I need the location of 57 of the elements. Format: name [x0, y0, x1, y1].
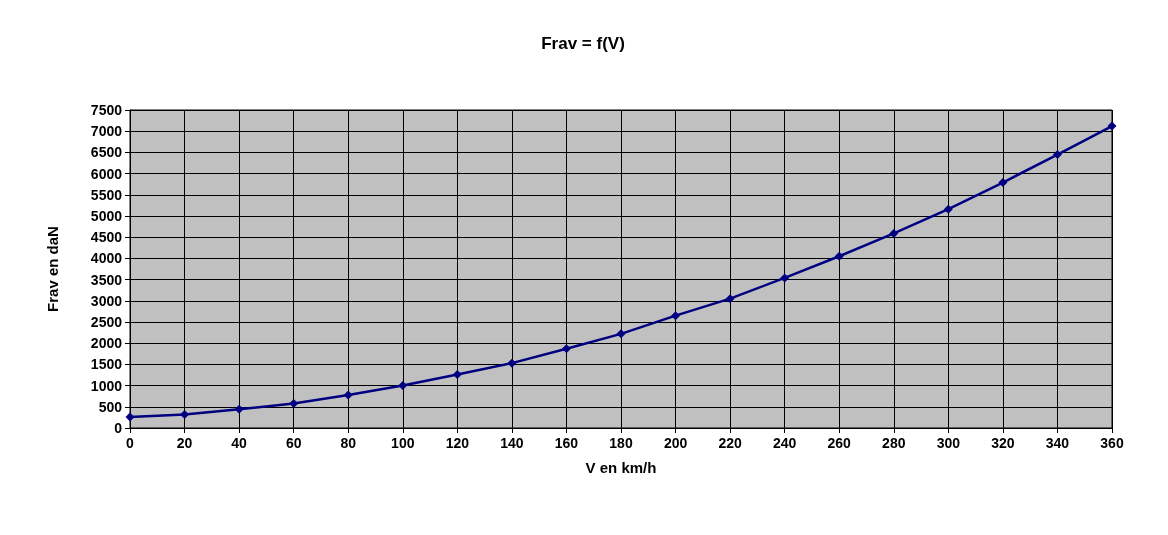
y-tick-label: 1000	[90, 377, 123, 394]
x-tick-label: 280	[882, 435, 906, 451]
x-tick-label: 60	[285, 435, 302, 451]
y-tick-label: 1500	[90, 356, 123, 373]
chart-title: Frav = f(V)	[541, 34, 625, 53]
x-tick-label: 300	[936, 435, 961, 451]
y-tick-label: 2500	[90, 314, 123, 330]
point	[616, 329, 626, 339]
y-tick-label: 4000	[90, 250, 123, 267]
x-tick-label: 140	[500, 435, 524, 451]
x-tick-label: 80	[340, 435, 357, 451]
point	[1107, 121, 1117, 131]
point	[671, 311, 681, 321]
x-tick-label: 0	[126, 435, 135, 451]
y-tick-label: 3500	[90, 271, 123, 288]
point	[998, 178, 1008, 187]
point	[889, 228, 899, 238]
x-tick-label: 40	[231, 435, 248, 451]
x-tick-label: 120	[445, 435, 470, 451]
point	[561, 344, 571, 354]
point	[343, 390, 353, 400]
point	[780, 273, 790, 283]
y-tick-label: 5500	[90, 186, 123, 203]
point	[452, 370, 462, 380]
y-tick-label: 7500	[90, 102, 123, 118]
y-axis-title: Frav en daN	[44, 226, 61, 312]
y-tick-label: 3000	[90, 292, 123, 309]
y-tick-label: 6500	[90, 144, 123, 161]
y-tick-label: 0	[114, 420, 123, 436]
x-tick-label: 260	[827, 435, 852, 451]
x-tick-label: 160	[554, 435, 579, 451]
x-tick-label: 180	[609, 435, 633, 451]
x-tick-label: 220	[718, 435, 742, 451]
x-tick-label: 200	[663, 435, 688, 451]
point	[507, 358, 517, 368]
point	[180, 409, 190, 419]
x-tick-label: 320	[991, 435, 1015, 451]
x-tick-label: 20	[176, 435, 193, 451]
x-tick-label: 360	[1100, 435, 1124, 451]
point	[289, 398, 299, 408]
point	[234, 404, 244, 414]
y-tick-label: 4500	[90, 229, 123, 246]
x-tick-label: 340	[1045, 435, 1070, 451]
y-tick-label: 500	[98, 398, 123, 415]
x-tick-label: 240	[772, 435, 797, 451]
y-tick-label: 5000	[90, 208, 123, 224]
y-tick-label: 2000	[90, 335, 123, 352]
point	[943, 204, 953, 214]
point	[834, 251, 844, 261]
y-tick-label: 7000	[90, 123, 123, 140]
point	[1052, 150, 1062, 160]
x-axis-title: V en km/h	[585, 459, 657, 476]
point	[125, 412, 135, 422]
point	[398, 381, 408, 391]
y-tick-label: 6000	[90, 165, 123, 182]
x-tick-label: 100	[391, 435, 415, 451]
point	[725, 294, 735, 304]
